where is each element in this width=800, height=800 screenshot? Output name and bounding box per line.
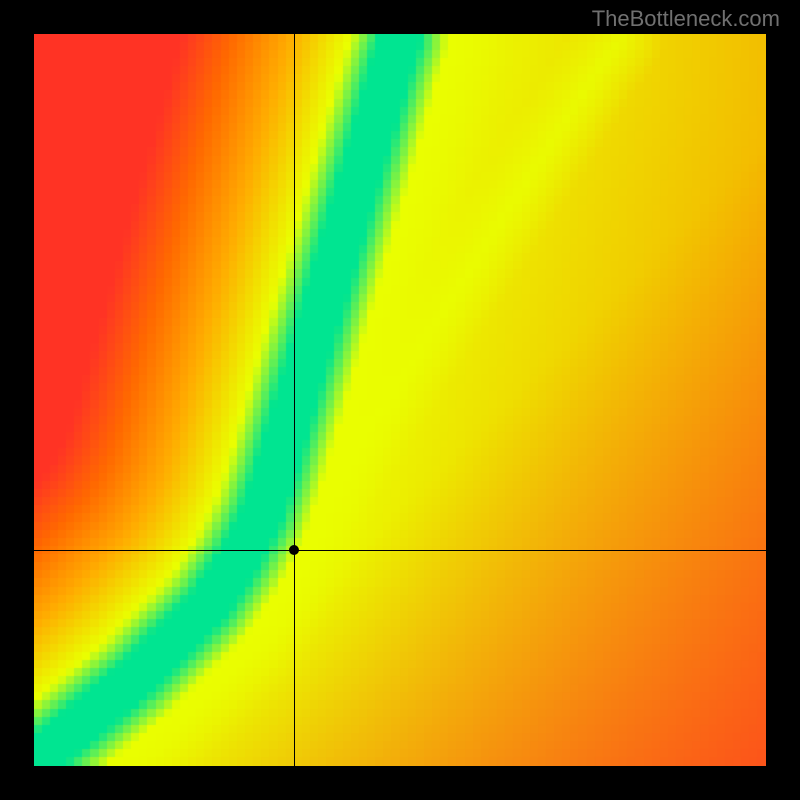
heatmap-canvas — [34, 34, 766, 766]
crosshair-vertical — [294, 34, 295, 766]
data-point-marker — [289, 545, 299, 555]
crosshair-horizontal — [34, 550, 766, 551]
watermark-text: TheBottleneck.com — [592, 6, 780, 32]
heatmap-plot — [34, 34, 766, 766]
